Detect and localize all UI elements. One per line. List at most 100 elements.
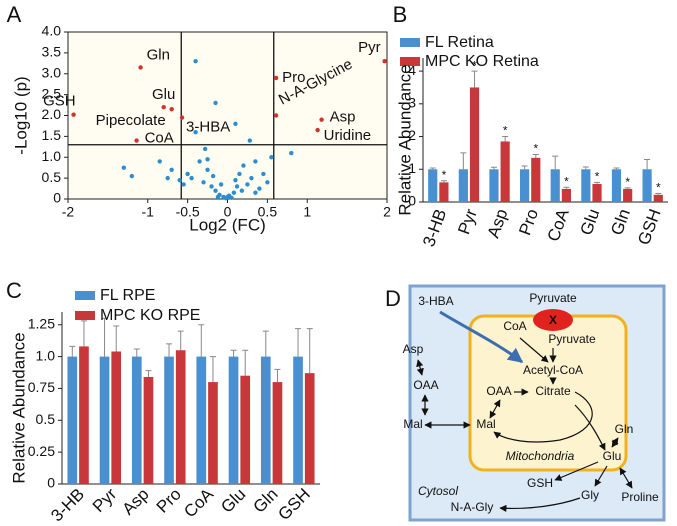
x-tick-label: -2 — [62, 204, 75, 220]
y-tick-label: 0 — [53, 190, 61, 206]
y-tick-label: 4 — [408, 62, 416, 78]
bar — [272, 382, 283, 484]
bar — [500, 141, 510, 202]
error-bar — [563, 186, 570, 189]
x-tick-label: Pyr — [454, 206, 481, 237]
legend-swatch — [400, 57, 420, 66]
y-tick-label: 1.0 — [42, 148, 62, 164]
point — [129, 173, 134, 179]
x-tick-label: 3-HB — [419, 206, 450, 249]
error-bar — [306, 328, 313, 374]
node-label: Acetyl-CoA — [523, 363, 583, 377]
y-tick-label: 0.75 — [28, 379, 55, 395]
point — [273, 75, 279, 81]
x-tick-label: Pyr — [89, 484, 121, 516]
node-label: Gly — [581, 488, 599, 502]
y-tick-label: 3.5 — [42, 44, 62, 60]
point — [71, 112, 76, 117]
significance-marker: * — [564, 174, 569, 188]
node-label: Mal — [476, 417, 495, 431]
x-tick-label: CoA — [180, 484, 217, 521]
node-label: Pyruvate — [548, 332, 596, 346]
error-bar — [262, 330, 269, 357]
x-tick-label: Pro — [515, 206, 542, 237]
y-tick-label: 4.0 — [42, 23, 62, 39]
node-label: Gln — [615, 422, 634, 436]
point — [205, 157, 210, 162]
point — [134, 138, 139, 143]
point — [234, 184, 240, 189]
panel-label: B — [393, 2, 408, 27]
x-tick-label: 0.5 — [258, 204, 278, 220]
node-label: N-A-Gly — [451, 500, 494, 514]
x-tick-label: Asp — [118, 485, 152, 519]
bar — [592, 184, 602, 202]
point — [237, 171, 242, 177]
y-axis-label: -Log10 (p) — [11, 76, 30, 154]
bar — [111, 351, 122, 484]
point — [193, 59, 198, 64]
x-tick-label: Asp — [484, 206, 512, 240]
legend-swatch — [400, 38, 420, 47]
x-tick-label: CoA — [544, 206, 573, 244]
legend-label: MPC KO Retina — [425, 53, 539, 70]
arrows — [416, 337, 633, 513]
bar — [428, 169, 438, 202]
x-tick-label: -1 — [142, 204, 155, 220]
point — [213, 188, 218, 193]
significance-marker: * — [503, 124, 508, 138]
point — [193, 130, 198, 135]
y-tick-label: 1.25 — [28, 315, 55, 331]
y-tick-label: 1.0 — [36, 347, 56, 363]
point — [121, 165, 127, 170]
error-bar — [502, 136, 509, 142]
point — [213, 100, 218, 106]
significance-marker: * — [625, 175, 630, 189]
point — [239, 188, 245, 193]
bar — [293, 356, 303, 484]
point — [233, 178, 238, 183]
bar — [469, 87, 480, 202]
bar — [175, 350, 186, 484]
y-tick-label: 1 — [408, 160, 416, 176]
bar — [99, 356, 110, 484]
x-axis-label: Log2 (FC) — [189, 215, 266, 234]
point — [257, 186, 262, 191]
bar — [304, 373, 315, 484]
node-label: X — [549, 313, 557, 327]
bar — [520, 169, 530, 202]
point — [218, 182, 224, 187]
point — [247, 138, 253, 143]
significance-marker: * — [533, 142, 538, 156]
x-tick-label: Glu — [577, 206, 604, 237]
error-bar — [101, 317, 108, 357]
pathway-diagram: D 3-HBA Pyruvate X CoA Pyruvate Asp OAA … — [385, 284, 666, 522]
node-label: 3-HBA — [418, 294, 453, 308]
y-tick-label: 3.0 — [42, 64, 62, 80]
point — [157, 159, 162, 164]
error-bar — [133, 348, 140, 357]
point — [169, 107, 174, 112]
x-tick-label: GSH — [274, 485, 313, 524]
point — [315, 127, 320, 133]
node-label: OAA — [413, 378, 438, 392]
bar — [489, 169, 499, 202]
point — [161, 104, 166, 110]
error-bar — [460, 152, 467, 170]
x-tick-label: -0.5 — [176, 204, 200, 220]
significance-marker: * — [442, 168, 447, 182]
point — [382, 59, 387, 64]
point — [233, 121, 238, 127]
error-bar — [166, 343, 173, 357]
error-bar — [521, 165, 528, 170]
y-axis-label: Relative Abundance — [395, 64, 414, 215]
point — [165, 175, 170, 181]
error-bar — [69, 345, 76, 357]
node-label: Mal — [403, 417, 422, 431]
y-tick-label: 3 — [408, 95, 416, 111]
error-bar — [490, 166, 497, 170]
point — [217, 192, 222, 198]
bar — [581, 169, 591, 202]
